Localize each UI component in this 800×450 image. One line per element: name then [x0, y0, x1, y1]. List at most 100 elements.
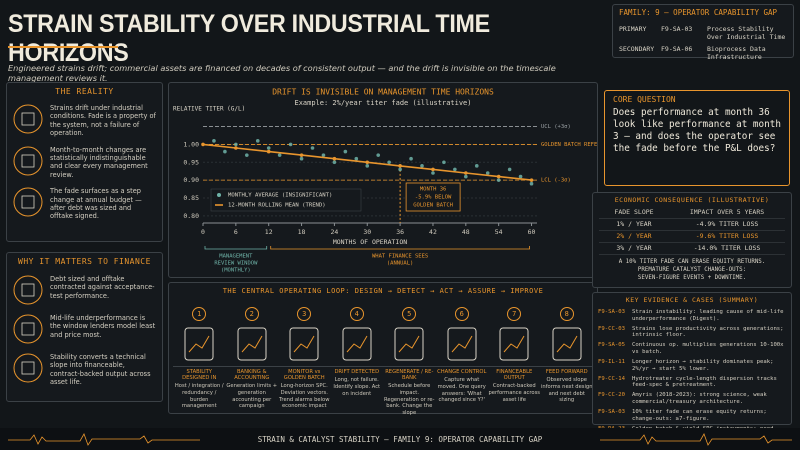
panel-title: THE REALITY: [55, 87, 114, 96]
icon-line: [503, 335, 525, 353]
evidence-text: Strains lose productivity across generat…: [632, 325, 784, 339]
data-point: [277, 153, 282, 157]
x-tick-label: 0: [201, 228, 205, 236]
finance-panel: WHY IT MATTERS TO FINANCE Debt sized and…: [6, 252, 163, 402]
evidence-text: Longer horizon → stability dominates pea…: [632, 359, 774, 372]
step-number: 8: [559, 307, 574, 321]
data-point: [288, 142, 293, 147]
step-text: Capture what moved. One query answers: '…: [437, 377, 486, 404]
x-tick-label: 12: [265, 228, 273, 236]
icon-line: [346, 335, 368, 353]
loop-step: 3 MONITOR vs GOLDEN BATCH Long-horizon SPC…: [278, 301, 331, 417]
econ-row: 2% / YEAR -9.6% TITER LOSS: [599, 231, 785, 243]
evidence-code: F9-CC-14: [598, 375, 625, 382]
family-cell: F9-SA-06: [661, 45, 693, 53]
reference-label: UCL (+3σ): [541, 124, 571, 130]
evidence-text: 10% titer fade can erase equity returns;…: [632, 409, 767, 422]
evidence-code: F9-IL-11: [598, 359, 625, 366]
evidence-row: F9-CC-03 Strains lose productivity across…: [598, 326, 786, 339]
family-row: SECONDARY F9-SA-06 Bioprocess Data Infrast…: [619, 45, 787, 61]
evidence-code: F9-SA-05: [598, 342, 625, 349]
icon-line: [451, 335, 473, 353]
core-title: CORE QUESTION: [613, 95, 676, 104]
step-icon: [237, 327, 267, 361]
trend-point: [365, 160, 370, 165]
item-text: Stability converts a technical slope int…: [50, 353, 151, 387]
data-point: [496, 178, 501, 182]
step-title: MONITOR vs GOLDEN BATCH: [278, 366, 331, 381]
page-title: STRAIN STABILITY OVER INDUSTRIAL TIME HO…: [8, 10, 490, 67]
evidence-row: F9-CC-14 Hydrotreater cycle-length disper…: [598, 376, 786, 389]
step-number: 6: [454, 307, 469, 321]
econ-note: PREMATURE CATALYST CHANGE-OUTS:: [637, 267, 747, 273]
evidence-row: F9-CC-20 Amyris (2018-2023): strong scien…: [598, 392, 786, 405]
loop-step: 5 REGENERATE / RE-BANK Schedule before imp…: [383, 301, 436, 417]
legend-label: MONTHLY AVERAGE (INSIGNIFICANT): [228, 193, 332, 199]
econ-cell: 1% / YEAR: [616, 220, 652, 228]
data-point: [245, 153, 249, 157]
step-icon: [499, 327, 529, 361]
loop-steps: 1 STABILITY DESIGNED IN Host / integration…: [173, 301, 593, 417]
data-point: [365, 164, 370, 168]
evidence-panel: KEY EVIDENCE & CASES (SUMMARY) F9-SA-03 S…: [592, 292, 792, 438]
loop-panel: THE CENTRAL OPERATING LOOP: DESIGN → DET…: [168, 282, 598, 417]
loop-step: 4 DRIFT DETECTED Long, not failure. Identi…: [330, 301, 383, 417]
icon: [13, 104, 43, 134]
icon: [13, 146, 43, 176]
y-tick-label: 0.90: [183, 176, 199, 184]
legend-label: 12-MONTH ROLLING MEAN (TREND): [228, 203, 326, 209]
icon: [13, 314, 43, 344]
panel-item: Month-to-month changes are statistically…: [13, 146, 156, 180]
reference-label: GOLDEN BATCH REFERENCE: [541, 142, 597, 148]
x-axis-label: MONTHS OF OPERATION: [333, 238, 407, 246]
step-text: Host / integration / redundancy / burden…: [174, 383, 224, 410]
econ-row: 3% / YEAR -14.0% TITER LOSS: [599, 243, 785, 255]
step-icon: [552, 327, 582, 361]
chart: DRIFT IS INVISIBLE ON MANAGEMENT TIME HO…: [173, 88, 614, 274]
evidence-code: F9-SA-03: [598, 309, 625, 315]
data-point: [485, 171, 490, 175]
data-point: [223, 149, 227, 154]
item-text: Month-to-month changes are statistically…: [50, 145, 148, 179]
window-label: MANAGEMENT: [219, 254, 253, 260]
panel-item: Strains drift under industrial condition…: [13, 104, 156, 138]
econ-cell: 2% / YEAR: [616, 232, 652, 240]
annotation-box: [405, 182, 461, 212]
family-cell: Bioprocess Data Infrastructure: [707, 45, 766, 61]
family-box: FAMILY: 9 — OPERATOR CAPABILITY GAP PRIM…: [612, 4, 794, 61]
step-number: 1: [192, 307, 207, 321]
step-title: STABILITY DESIGNED IN: [173, 366, 226, 381]
y-tick-label: 1.00: [183, 140, 199, 148]
panel-title: ECONOMIC CONSEQUENCE (ILLUSTRATIVE): [614, 196, 770, 204]
step-text: Long, not failure. Identify slope. Act o…: [333, 377, 381, 397]
panel-title: THE CENTRAL OPERATING LOOP: DESIGN → DET…: [222, 287, 544, 295]
econ-cell: 3% / YEAR: [616, 244, 652, 252]
evidence-text: Hydrotreater cycle-length dispersion tra…: [632, 375, 777, 389]
step-text: Contract-backed performance across asset…: [488, 383, 541, 403]
icon-glyph: [21, 283, 35, 297]
evidence-row: F9-SA-05 Continuous op. multiplies genera…: [598, 342, 786, 355]
trend-point: [266, 149, 271, 154]
icon-line: [293, 335, 315, 353]
evidence-code: F9-CC-03: [598, 325, 625, 332]
evidence-row: F9-SA-03 10% titer fade can erase equity …: [598, 409, 786, 422]
data-point: [518, 174, 523, 179]
x-tick-label: 36: [396, 228, 404, 236]
x-tick-label: 30: [363, 228, 371, 236]
evidence-text: Amyris (2018-2023): strong science, weak…: [632, 392, 767, 406]
legend-swatch: [217, 193, 221, 197]
x-tick-label: 6: [234, 228, 238, 236]
icon: [13, 187, 43, 217]
annotation-text: MONTH 36: [420, 187, 447, 193]
y-tick-label: 0.80: [183, 212, 199, 220]
icon-frame: [184, 327, 214, 361]
econ-header-cell: IMPACT OVER 5 YEARS: [689, 208, 765, 216]
evidence-text: Strain instability: leading cause of mid…: [632, 309, 784, 322]
icon-line: [188, 335, 210, 353]
data-point: [420, 164, 424, 168]
step-text: Generation limits + generation accountin…: [226, 383, 278, 410]
loop-step: 7 FINANCEABLE OUTPUT Contract-backed perfo…: [488, 301, 541, 417]
panel-title: WHY IT MATTERS TO FINANCE: [18, 257, 151, 266]
data-point: [376, 153, 381, 157]
core-text: Does performance at month 36 look like p…: [613, 107, 781, 154]
